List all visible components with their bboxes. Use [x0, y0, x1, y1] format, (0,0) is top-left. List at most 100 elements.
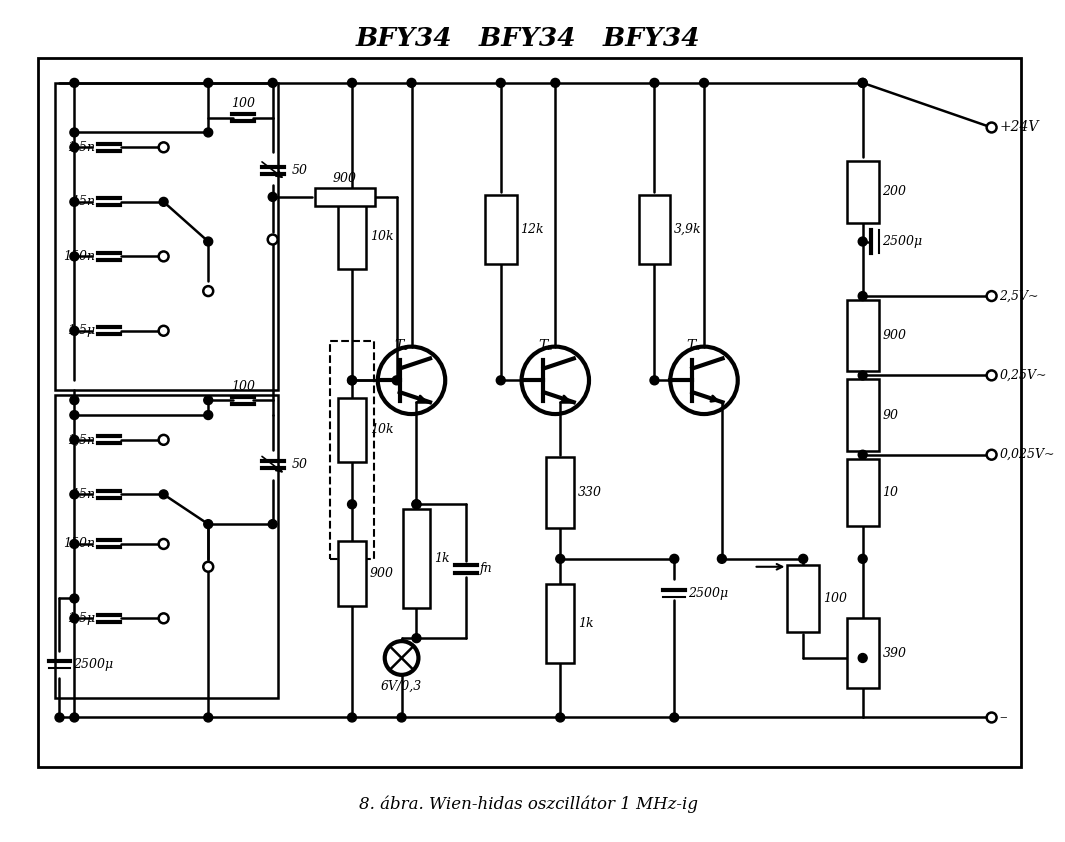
Circle shape: [159, 197, 168, 206]
Circle shape: [496, 78, 505, 88]
Circle shape: [799, 554, 807, 563]
Text: 390: 390: [883, 647, 906, 659]
Circle shape: [203, 286, 213, 296]
Text: –: –: [1000, 711, 1007, 724]
Text: 1,5μ: 1,5μ: [67, 612, 95, 625]
Circle shape: [70, 143, 79, 152]
Circle shape: [70, 78, 79, 88]
Circle shape: [347, 78, 357, 88]
Circle shape: [986, 712, 997, 722]
Circle shape: [203, 128, 213, 137]
Bar: [330, 341, 374, 559]
Text: 2500μ: 2500μ: [883, 235, 922, 248]
Circle shape: [718, 554, 726, 563]
Circle shape: [858, 78, 867, 88]
Text: 2500μ: 2500μ: [688, 587, 728, 600]
Circle shape: [347, 376, 357, 385]
Bar: [847, 380, 879, 450]
Bar: [54, 83, 278, 390]
Text: +24V: +24V: [1000, 120, 1038, 135]
Circle shape: [556, 713, 564, 722]
Bar: [338, 541, 366, 606]
Text: 10k: 10k: [370, 424, 393, 436]
Circle shape: [858, 237, 867, 246]
Text: 90: 90: [883, 408, 899, 422]
Circle shape: [203, 411, 213, 419]
Text: 100: 100: [231, 380, 255, 392]
Circle shape: [858, 450, 867, 459]
Text: 50: 50: [292, 163, 308, 177]
Text: 12k: 12k: [521, 223, 544, 236]
Circle shape: [986, 291, 997, 301]
Text: 1,5n: 1,5n: [67, 141, 95, 154]
Circle shape: [858, 78, 867, 88]
Text: fn: fn: [480, 562, 492, 575]
Circle shape: [412, 500, 421, 509]
Text: 10k: 10k: [370, 230, 393, 243]
Circle shape: [203, 520, 213, 529]
Circle shape: [159, 613, 168, 623]
Circle shape: [670, 713, 678, 722]
Text: 150n: 150n: [63, 250, 95, 263]
Text: 3,9k: 3,9k: [674, 223, 702, 236]
Circle shape: [496, 376, 505, 385]
Circle shape: [159, 539, 168, 549]
Text: 6V/0,3: 6V/0,3: [381, 679, 422, 693]
Text: T₃: T₃: [687, 338, 702, 353]
Circle shape: [70, 411, 79, 419]
Circle shape: [159, 434, 168, 445]
Text: 2500μ: 2500μ: [73, 658, 114, 671]
Circle shape: [203, 237, 213, 246]
Circle shape: [347, 376, 357, 385]
Bar: [338, 205, 366, 269]
Circle shape: [159, 326, 168, 336]
Text: 0,025V~: 0,025V~: [1000, 448, 1055, 461]
Circle shape: [70, 540, 79, 548]
Circle shape: [70, 490, 79, 498]
Circle shape: [268, 78, 277, 88]
Circle shape: [986, 450, 997, 460]
Circle shape: [70, 396, 79, 405]
Text: 1k: 1k: [435, 552, 449, 565]
Circle shape: [412, 500, 421, 509]
Bar: [847, 300, 879, 371]
Circle shape: [159, 252, 168, 261]
Circle shape: [203, 78, 213, 88]
Text: 15n: 15n: [71, 488, 95, 501]
Bar: [54, 395, 278, 698]
Circle shape: [412, 634, 421, 642]
Text: 100: 100: [231, 97, 255, 110]
Bar: [485, 195, 517, 264]
Text: 2,5V~: 2,5V~: [1000, 290, 1039, 302]
Circle shape: [159, 142, 168, 152]
Circle shape: [268, 520, 277, 529]
Text: 15n: 15n: [71, 195, 95, 208]
Text: T₂: T₂: [538, 338, 553, 353]
Text: 50: 50: [292, 458, 308, 472]
Text: T₁: T₁: [394, 338, 409, 353]
Circle shape: [397, 713, 406, 722]
Circle shape: [70, 252, 79, 261]
Circle shape: [70, 435, 79, 445]
Circle shape: [551, 78, 560, 88]
Bar: [847, 459, 879, 526]
Bar: [847, 161, 879, 222]
Text: 100: 100: [823, 592, 847, 605]
Circle shape: [70, 197, 79, 206]
Text: 8. ábra. Wien-hidas oszcillátor 1 MHz-ig: 8. ábra. Wien-hidas oszcillátor 1 MHz-ig: [359, 796, 698, 813]
Bar: [338, 397, 366, 462]
Circle shape: [70, 327, 79, 335]
Bar: [639, 195, 670, 264]
Circle shape: [203, 562, 213, 572]
Circle shape: [858, 653, 867, 663]
Circle shape: [556, 554, 564, 563]
Circle shape: [986, 123, 997, 132]
Circle shape: [858, 291, 867, 301]
Circle shape: [858, 554, 867, 563]
Text: 0,25V~: 0,25V~: [1000, 369, 1047, 382]
Circle shape: [159, 490, 168, 498]
Bar: [847, 618, 879, 688]
Text: 1,5μ: 1,5μ: [67, 324, 95, 338]
Text: BFY34   BFY34   BFY34: BFY34 BFY34 BFY34: [356, 26, 701, 51]
Text: 900: 900: [370, 568, 394, 580]
